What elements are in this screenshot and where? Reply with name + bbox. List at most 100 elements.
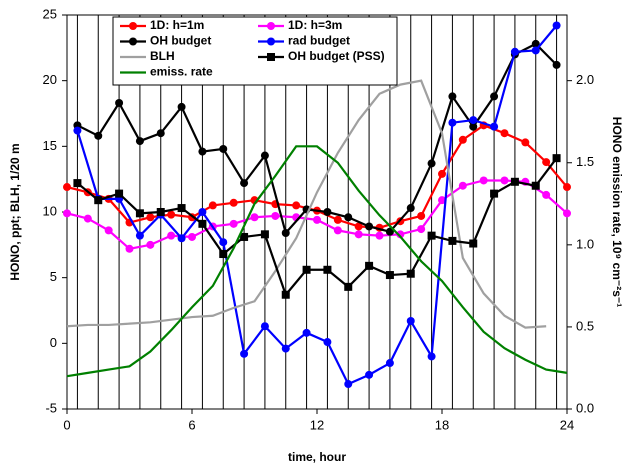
point bbox=[531, 181, 540, 190]
legend-box bbox=[112, 16, 398, 86]
point bbox=[198, 147, 207, 156]
point bbox=[302, 265, 311, 274]
point bbox=[135, 231, 144, 240]
point bbox=[323, 265, 332, 274]
x-tick-label: 18 bbox=[435, 417, 449, 432]
y2-axis-label: HONO emission rate, 10⁹ cm⁻²s⁻¹ bbox=[610, 117, 624, 307]
point bbox=[177, 234, 186, 243]
point bbox=[63, 209, 71, 218]
point bbox=[490, 122, 499, 131]
point bbox=[267, 37, 275, 46]
point bbox=[510, 47, 519, 56]
point bbox=[563, 183, 571, 192]
point bbox=[531, 46, 540, 55]
point bbox=[406, 317, 415, 326]
point bbox=[177, 102, 186, 111]
y-tick-label: 20 bbox=[43, 72, 57, 87]
point bbox=[281, 344, 290, 353]
point bbox=[281, 290, 290, 299]
point bbox=[156, 129, 165, 138]
point bbox=[229, 219, 238, 228]
point bbox=[260, 230, 269, 239]
point bbox=[323, 338, 332, 347]
point bbox=[344, 282, 353, 291]
point bbox=[83, 214, 92, 223]
series-line bbox=[66, 79, 547, 329]
x-tick-label: 6 bbox=[188, 417, 195, 432]
point bbox=[385, 271, 394, 280]
y2-tick-label: 0.5 bbox=[576, 318, 594, 333]
point bbox=[479, 176, 488, 185]
point bbox=[500, 129, 509, 138]
point bbox=[125, 244, 134, 253]
y-tick-label: 5 bbox=[50, 269, 57, 284]
point bbox=[438, 169, 446, 178]
point bbox=[129, 37, 137, 46]
point bbox=[333, 215, 342, 224]
point bbox=[344, 213, 353, 222]
point bbox=[240, 349, 249, 358]
point bbox=[427, 231, 436, 240]
point bbox=[313, 215, 321, 224]
point bbox=[385, 359, 394, 368]
legend: 1D: h=1m 1D: h=3m OH budget rad budget BLH OH… bbox=[112, 16, 398, 86]
y2-tick-label: 1.5 bbox=[576, 154, 594, 169]
point bbox=[73, 179, 82, 188]
point bbox=[219, 238, 228, 247]
point bbox=[427, 352, 436, 361]
point bbox=[354, 230, 363, 239]
point bbox=[167, 231, 176, 240]
point bbox=[219, 144, 228, 153]
point bbox=[129, 22, 137, 30]
point bbox=[292, 201, 301, 210]
point bbox=[229, 198, 238, 207]
legend-label: OH budget bbox=[150, 34, 211, 48]
point bbox=[458, 181, 467, 190]
point bbox=[177, 204, 186, 213]
point bbox=[417, 211, 426, 220]
point bbox=[219, 250, 228, 259]
point bbox=[63, 183, 71, 192]
point bbox=[94, 196, 103, 205]
point bbox=[281, 229, 290, 238]
point bbox=[469, 116, 478, 125]
point bbox=[406, 204, 415, 213]
point bbox=[156, 208, 165, 216]
point bbox=[267, 22, 275, 30]
point bbox=[260, 322, 269, 331]
point bbox=[490, 92, 499, 101]
point bbox=[552, 154, 561, 163]
point bbox=[73, 126, 82, 135]
point bbox=[260, 151, 269, 160]
y2-tick-label: 0.0 bbox=[576, 400, 594, 415]
point bbox=[115, 189, 124, 198]
point bbox=[521, 138, 530, 147]
point bbox=[469, 239, 478, 248]
point bbox=[198, 219, 207, 228]
y-tick-label: 0 bbox=[50, 335, 57, 350]
point bbox=[458, 135, 467, 144]
legend-label: emiss. rate bbox=[150, 65, 213, 79]
point bbox=[344, 380, 353, 389]
point bbox=[531, 39, 540, 48]
point bbox=[250, 213, 259, 222]
point bbox=[396, 230, 405, 239]
legend-label: BLH bbox=[150, 49, 175, 63]
point bbox=[198, 208, 207, 216]
point bbox=[188, 232, 196, 241]
point bbox=[448, 118, 457, 127]
point bbox=[448, 92, 457, 101]
point bbox=[563, 209, 571, 218]
point bbox=[240, 232, 249, 241]
point bbox=[146, 240, 155, 249]
point bbox=[500, 176, 509, 185]
point bbox=[365, 370, 374, 379]
x-tick-label: 12 bbox=[310, 417, 324, 432]
x-tick-label: 0 bbox=[63, 417, 70, 432]
point bbox=[385, 227, 394, 236]
point bbox=[438, 196, 446, 205]
point bbox=[167, 210, 176, 219]
y-tick-label: 25 bbox=[43, 6, 57, 21]
